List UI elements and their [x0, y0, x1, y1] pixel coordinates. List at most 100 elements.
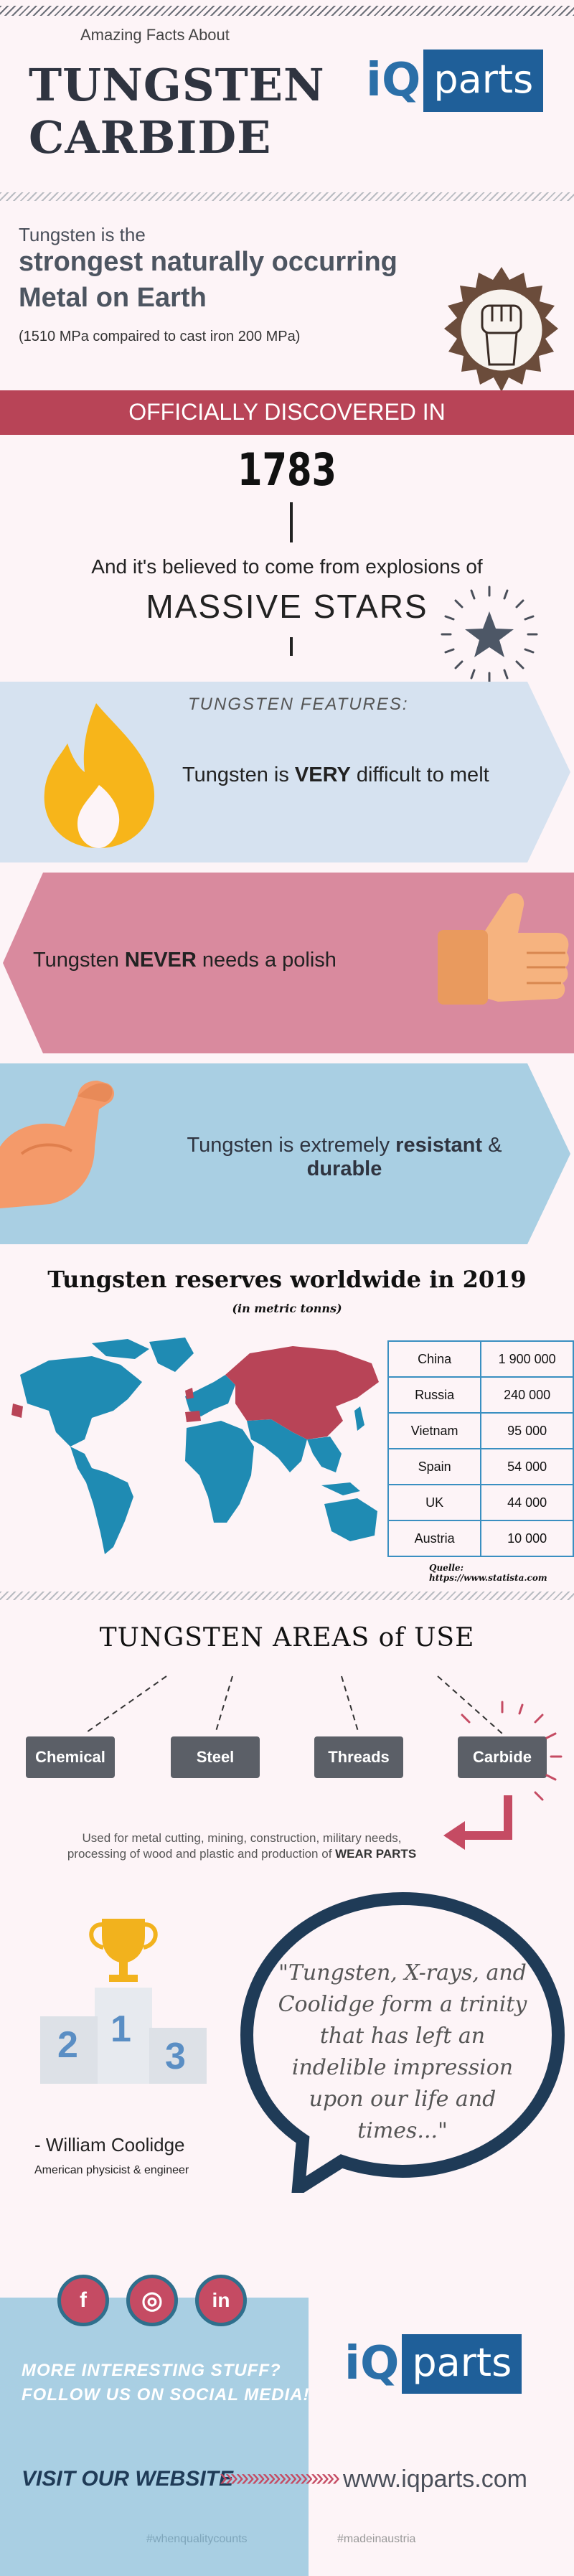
logo-iq: iQ: [366, 54, 421, 107]
instagram-icon[interactable]: ◎: [126, 2275, 178, 2326]
table-row: Russia 240 000: [387, 1376, 574, 1414]
footer-social-panel: [0, 2298, 309, 2576]
star-icon: [441, 586, 538, 683]
carbide-burst-decoration: [461, 1701, 563, 1801]
footer-logo-parts: parts: [402, 2333, 522, 2394]
areas-title: TUNGSTEN AREAS of USE: [99, 1623, 475, 1653]
podium-first: 1: [110, 2008, 131, 2050]
areas-connector-lines: [84, 1675, 503, 1734]
reserve-country: Vietnam: [387, 1412, 482, 1449]
reserve-value: 95 000: [480, 1412, 574, 1449]
linkedin-icon[interactable]: in: [195, 2275, 247, 2326]
origin-text: And it's believed to come from explosion…: [91, 555, 483, 578]
reserve-value: 240 000: [480, 1376, 574, 1414]
strength-note: (1510 MPa compaired to cast iron 200 MPa…: [19, 329, 301, 344]
areas-desc-line2-bold: WEAR PARTS: [335, 1847, 417, 1861]
origin-emphasis: MASSIVE STARS: [146, 588, 428, 625]
podium-third: 3: [165, 2036, 186, 2077]
timeline-line: [290, 502, 293, 542]
feature-durable-text: Tungsten is extremely resistant & durabl…: [144, 1134, 545, 1181]
table-row: China 1 900 000: [387, 1340, 574, 1378]
area-steel[interactable]: Steel: [171, 1736, 260, 1778]
reserves-source: Quelle: https://www.statista.com: [429, 1563, 547, 1583]
reserve-country: Russia: [387, 1376, 482, 1414]
discovery-banner-text: OFFICIALLY DISCOVERED IN: [128, 399, 446, 425]
page-title-line1: TUNGSTEN: [29, 59, 325, 111]
footer-cta-line2-bold: SOCIAL MEDIA!: [169, 2385, 310, 2405]
feature-melt-pre: Tungsten is: [182, 763, 295, 786]
table-row: Austria 10 000: [387, 1520, 574, 1557]
reserves-title: Tungsten reserves worldwide in 2019: [47, 1266, 527, 1293]
strength-headline-2: Metal on Earth: [19, 283, 207, 313]
quote-text: "Tungsten, X-rays, and Coolidge form a t…: [278, 1960, 527, 2143]
feature-polish-panel: [3, 873, 574, 1053]
feature-polish-text: Tungsten NEVER needs a polish: [33, 949, 337, 972]
feature-melt-bold: VERY: [294, 763, 351, 786]
flame-icon: [44, 703, 155, 848]
reserve-country: China: [387, 1340, 482, 1378]
website-url-link[interactable]: www.iqparts.com: [343, 2465, 527, 2493]
table-row: Spain 54 000: [387, 1448, 574, 1485]
reserve-value: 54 000: [480, 1448, 574, 1485]
feature-durable-panel: [0, 1063, 570, 1244]
fist-seal-icon: [444, 267, 558, 392]
footer-logo-iq: iQ: [344, 2337, 400, 2390]
table-row: Vietnam 95 000: [387, 1412, 574, 1449]
return-arrow-icon: [443, 1795, 512, 1850]
areas-desc-line2-pre: processing of wood and plastic and produ…: [67, 1847, 336, 1861]
logo-parts: parts: [423, 49, 544, 112]
hashtag-quality: #whenqualitycounts: [146, 2533, 248, 2545]
podium-second: 2: [57, 2024, 78, 2066]
area-threads[interactable]: Threads: [314, 1736, 403, 1778]
feature-durable-bold2: durable: [306, 1157, 382, 1180]
reserve-value: 10 000: [480, 1520, 574, 1557]
discovery-year: 1783: [237, 443, 337, 496]
feature-polish-pre: Tungsten: [33, 949, 125, 972]
reserve-country: UK: [387, 1484, 482, 1521]
visit-arrows: »»»»»»»»»»»: [220, 2464, 340, 2491]
area-carbide[interactable]: Carbide: [458, 1736, 547, 1778]
visit-website-label: VISIT OUR WEBSITE: [22, 2467, 234, 2491]
page-title-line2: CARBIDE: [29, 111, 272, 164]
areas-desc-line1: Used for metal cutting, mining, construc…: [82, 1831, 402, 1845]
zigzag-divider-2: [0, 1592, 574, 1600]
timeline-line-bottom: [290, 637, 293, 656]
feature-polish-post: needs a polish: [196, 949, 337, 972]
feature-durable-mid: &: [482, 1134, 502, 1157]
feature-durable-pre: Tungsten is extremely: [187, 1134, 396, 1157]
top-zigzag-divider: [0, 6, 574, 16]
reserve-country: Austria: [387, 1520, 482, 1557]
feature-polish-bold: NEVER: [124, 949, 197, 972]
areas-desc-line2: processing of wood and plastic and produ…: [0, 1847, 484, 1861]
reserve-country: Spain: [387, 1448, 482, 1485]
strength-headline-1: strongest naturally occurring: [19, 247, 397, 277]
brand-logo[interactable]: iQ parts: [366, 44, 544, 116]
strength-intro: Tungsten is the: [19, 224, 146, 245]
quote-author-role: American physicist & engineer: [34, 2164, 189, 2176]
trophy-podium-icon: [40, 1919, 207, 2084]
reserve-value: 1 900 000: [480, 1340, 574, 1378]
discovery-banner: [0, 390, 574, 435]
thumbs-up-icon: [438, 893, 569, 1005]
zigzag-divider: [0, 192, 574, 201]
reserves-table: China 1 900 000 Russia 240 000 Vietnam 95 000…: [387, 1340, 574, 1557]
footer-cta-line2-pre: FOLLOW US ON: [22, 2385, 170, 2405]
features-title: TUNGSTEN FEATURES:: [188, 695, 409, 714]
footer-cta-line1: MORE INTERESTING STUFF?: [22, 2361, 281, 2380]
world-map: [11, 1338, 379, 1554]
table-row: UK 44 000: [387, 1484, 574, 1521]
feature-melt-post: difficult to melt: [350, 763, 489, 786]
quote-author: - William Coolidge: [34, 2134, 185, 2156]
area-chemical[interactable]: Chemical: [26, 1736, 115, 1778]
reserve-value: 44 000: [480, 1484, 574, 1521]
speech-bubble: [240, 1891, 565, 2193]
facebook-icon[interactable]: f: [57, 2275, 109, 2326]
feature-durable-bold1: resistant: [395, 1134, 483, 1157]
header-kicker: Amazing Facts About: [80, 26, 230, 44]
feature-melt-text: Tungsten is VERY difficult to melt: [182, 763, 489, 787]
footer-cta-line2: FOLLOW US ON SOCIAL MEDIA!: [22, 2385, 310, 2405]
footer-brand-logo[interactable]: iQ parts: [344, 2329, 522, 2398]
reserves-subtitle: (in metric tonns): [232, 1302, 342, 1315]
hashtag-austria: #madeinaustria: [337, 2533, 416, 2545]
flexed-arm-icon: [0, 1081, 114, 1208]
